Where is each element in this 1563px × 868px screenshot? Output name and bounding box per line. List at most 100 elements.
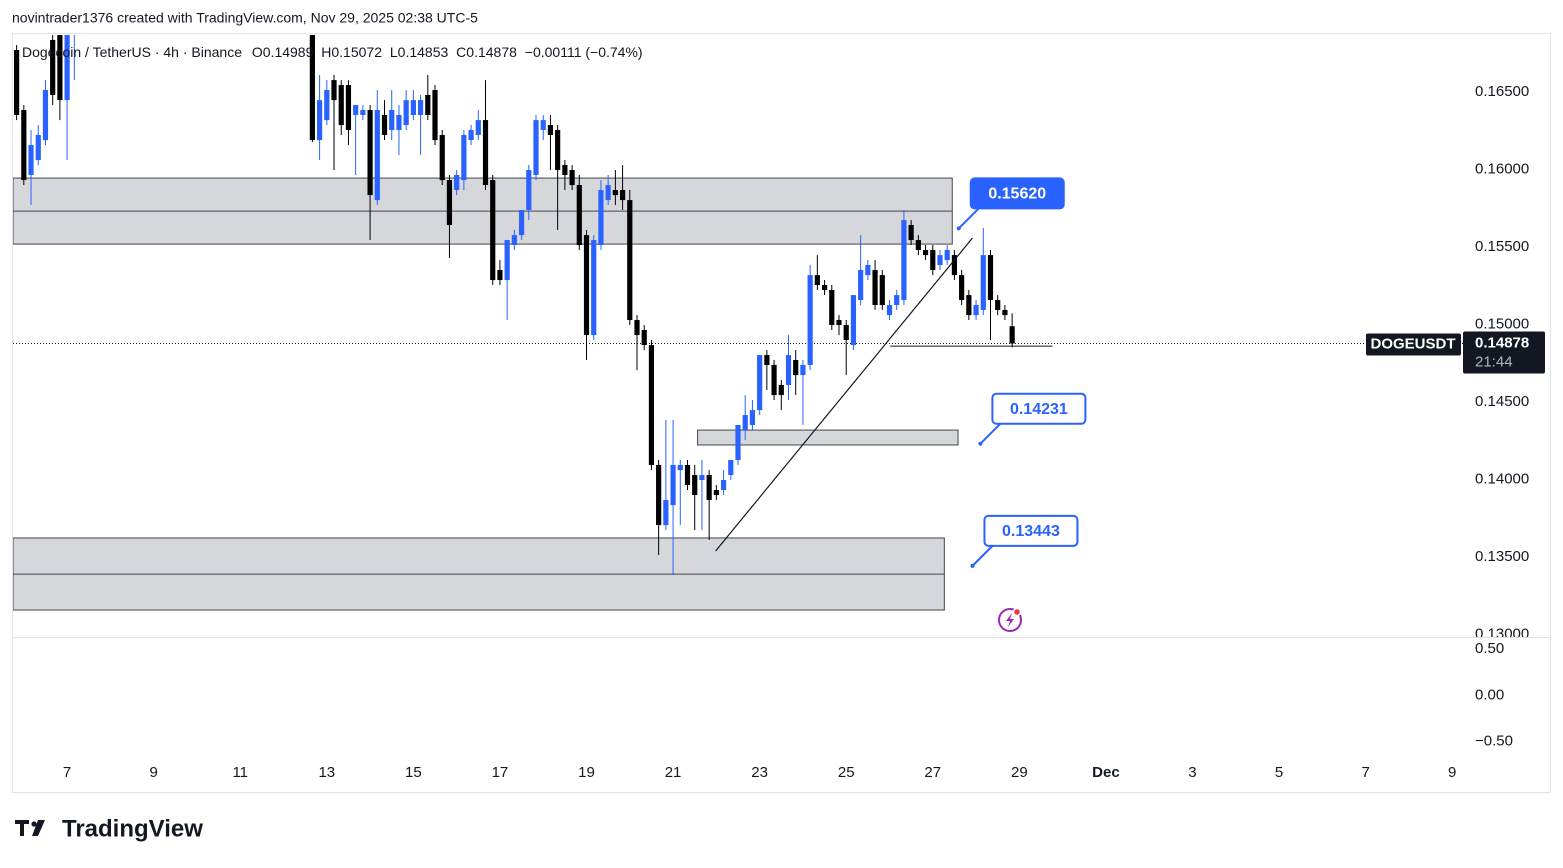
candle-body xyxy=(374,110,380,201)
candle-body xyxy=(396,114,402,131)
x-tick-label: 11 xyxy=(232,764,248,781)
candle-body xyxy=(793,360,799,376)
candle-body xyxy=(14,50,20,115)
candle-body xyxy=(720,479,727,491)
x-tick-label: 23 xyxy=(751,764,768,781)
candle-body xyxy=(843,324,849,341)
candle-body xyxy=(886,305,893,316)
candle-body xyxy=(995,300,1001,310)
candle-body xyxy=(785,355,792,385)
candle-body xyxy=(21,110,27,181)
candle-body xyxy=(966,295,972,316)
candle-body xyxy=(858,269,864,301)
candle-body xyxy=(735,424,741,460)
candle-body xyxy=(490,180,496,281)
candle-body xyxy=(757,355,763,411)
candle-body xyxy=(591,240,597,336)
candle-body xyxy=(922,249,929,256)
candle-body xyxy=(504,240,510,281)
callout-label: 0.13443 xyxy=(1002,523,1060,540)
candle-body xyxy=(829,289,835,325)
callout-label: 0.15620 xyxy=(988,186,1046,203)
candle-body xyxy=(497,269,503,281)
callout-box xyxy=(983,514,1079,547)
candle-body xyxy=(28,145,34,175)
x-tick-label: 25 xyxy=(838,764,855,781)
candle-body xyxy=(432,90,438,141)
price-axis: 0.16500 0.16000 0.15500 0.15000 0.14500 0.140… xyxy=(1475,83,1529,642)
indicator-tick-label: −0.50 xyxy=(1475,733,1513,750)
candle-body xyxy=(417,100,424,115)
candle-body xyxy=(540,120,546,131)
candle-body xyxy=(656,464,662,526)
candle-body xyxy=(692,475,698,496)
candle-body xyxy=(35,134,41,161)
candle-body xyxy=(367,110,373,196)
candle-body xyxy=(403,100,409,126)
candle-body xyxy=(836,320,842,325)
candle-body xyxy=(381,114,388,135)
candle-body xyxy=(511,235,517,246)
candle-body xyxy=(930,249,936,270)
candle-body xyxy=(807,275,813,365)
candle-body xyxy=(547,125,554,135)
callout-anchor xyxy=(970,563,975,568)
candle-body xyxy=(475,120,481,135)
candle-body xyxy=(865,265,871,276)
candle-body xyxy=(713,490,719,496)
candle-body xyxy=(482,120,489,186)
candle-body xyxy=(951,255,958,276)
last-price-tag xyxy=(1463,331,1545,374)
callout-box xyxy=(969,177,1065,210)
legend-high: H0.15072 xyxy=(321,44,382,60)
candle-body xyxy=(324,90,330,121)
candle-body xyxy=(894,295,900,306)
candle-body xyxy=(576,185,582,246)
trend-line xyxy=(715,237,973,552)
candle-body xyxy=(446,180,453,226)
candle-body xyxy=(612,189,618,196)
callout-label: 0.14231 xyxy=(1010,401,1068,418)
candle-body xyxy=(915,240,921,250)
candle-body xyxy=(987,255,994,301)
candle-body xyxy=(533,120,539,175)
legend: Dogecoin / TetherUS · 4h · Binance O0.14… xyxy=(22,44,643,60)
candle-body xyxy=(764,355,770,365)
chart-frame xyxy=(12,33,1551,793)
callout-pointer xyxy=(971,545,994,567)
x-tick-label: 5 xyxy=(1275,764,1283,781)
y-tick-label: 0.14000 xyxy=(1475,470,1529,487)
candle-body xyxy=(641,329,647,345)
candle-body xyxy=(454,174,460,190)
candle-body xyxy=(360,110,366,115)
x-tick-label: 15 xyxy=(405,764,422,781)
candle-body xyxy=(425,94,431,115)
candle-body xyxy=(331,80,337,101)
y-tick-label: 0.13000 xyxy=(1475,625,1529,642)
candle-body xyxy=(901,220,907,301)
x-tick-label: 17 xyxy=(492,764,509,781)
zone xyxy=(697,429,959,446)
candle-body xyxy=(57,35,63,101)
legend-low: L0.14853 xyxy=(390,44,449,60)
candle-body xyxy=(879,275,885,306)
x-tick-label: 9 xyxy=(1448,764,1456,781)
candle-body xyxy=(800,364,806,376)
candle-body xyxy=(389,110,395,131)
x-tick-label: 9 xyxy=(149,764,157,781)
symbol-tag xyxy=(1366,333,1461,356)
callout-anchor xyxy=(978,441,983,446)
callout-pointer xyxy=(958,207,980,230)
candle-body xyxy=(439,134,445,181)
candle-body xyxy=(410,100,416,115)
candle-body xyxy=(526,170,532,210)
candle-body xyxy=(872,269,878,306)
candle-body xyxy=(461,134,467,181)
y-tick-label: 0.16000 xyxy=(1475,161,1529,178)
lightning-icon[interactable] xyxy=(998,607,1022,632)
candle-body xyxy=(850,295,857,345)
indicator-tick-label: 0.00 xyxy=(1475,686,1504,703)
candle-body xyxy=(518,209,525,236)
